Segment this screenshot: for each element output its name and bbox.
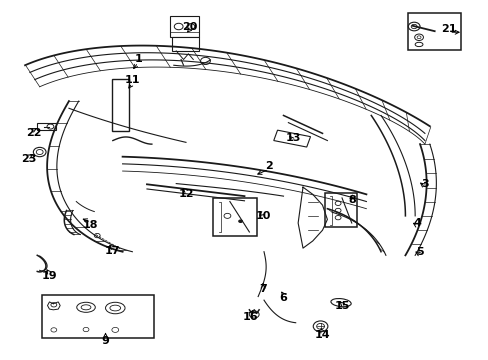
- Text: 22: 22: [26, 128, 41, 138]
- Text: 8: 8: [348, 195, 356, 205]
- Bar: [112, 78, 129, 131]
- Bar: [407, 13, 461, 50]
- Text: 14: 14: [314, 330, 330, 340]
- Text: 23: 23: [21, 154, 37, 164]
- Text: 19: 19: [41, 271, 57, 281]
- Bar: [42, 295, 154, 338]
- Text: 10: 10: [255, 211, 270, 221]
- Text: 20: 20: [182, 22, 197, 32]
- Text: 16: 16: [242, 312, 258, 322]
- Bar: [37, 123, 56, 130]
- Text: 15: 15: [334, 301, 349, 311]
- Bar: [170, 16, 198, 37]
- Text: 6: 6: [279, 293, 287, 303]
- Circle shape: [238, 220, 243, 223]
- Text: 2: 2: [264, 161, 272, 171]
- Text: 12: 12: [178, 189, 193, 199]
- Bar: [273, 130, 310, 147]
- Text: 18: 18: [83, 220, 99, 230]
- Text: 1: 1: [134, 54, 142, 64]
- Text: 3: 3: [420, 179, 428, 189]
- Text: 4: 4: [413, 218, 421, 228]
- Text: 13: 13: [285, 133, 300, 143]
- Text: 17: 17: [105, 246, 121, 256]
- Bar: [212, 198, 256, 235]
- Text: 11: 11: [124, 75, 140, 85]
- Bar: [172, 37, 199, 51]
- Text: 5: 5: [415, 247, 423, 257]
- Bar: [325, 193, 356, 226]
- Text: 7: 7: [259, 284, 266, 294]
- Text: 9: 9: [102, 336, 109, 346]
- Text: 21: 21: [441, 24, 456, 35]
